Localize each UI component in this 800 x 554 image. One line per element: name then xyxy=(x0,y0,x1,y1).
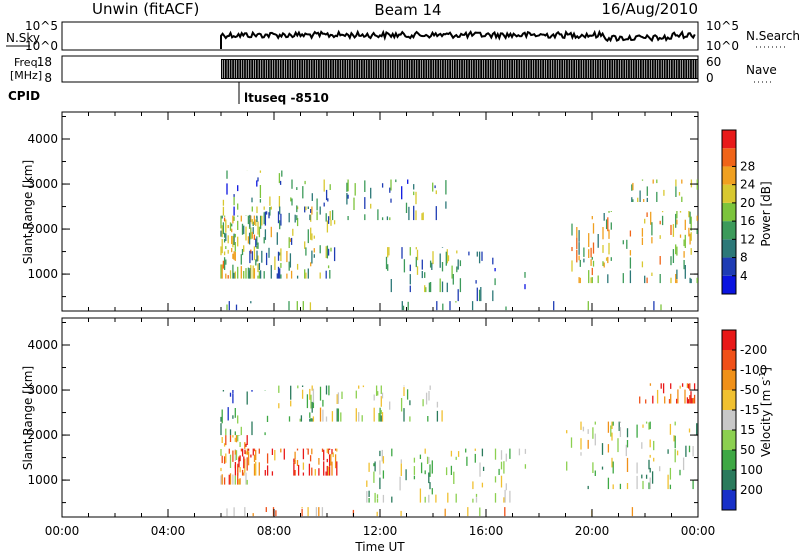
ytick-label: 2000 xyxy=(27,428,58,442)
power-ylabel: Slant Range [km] xyxy=(21,160,35,264)
colorbar-tick-label: -200 xyxy=(740,343,767,357)
xtick-label: 08:00 xyxy=(257,524,292,538)
colorbar-swatch xyxy=(722,430,736,450)
colorbar-tick-label: -15 xyxy=(740,403,760,417)
colorbar-swatch xyxy=(722,202,736,222)
velocity-colorbar-label: Velocity [m s-1] xyxy=(758,367,773,457)
ytick-label: 4000 xyxy=(27,338,58,352)
colorbar-swatch xyxy=(722,130,736,149)
xtick-label: 20:00 xyxy=(575,524,610,538)
power-colorbar-label: Power [dB] xyxy=(759,181,773,246)
xtick-label: 00:00 xyxy=(45,524,80,538)
colorbar-tick-label: 12 xyxy=(740,232,755,246)
time-axis-ticks: 00:00 04:00 08:00 12:00 16:00 20:00 00:00 xyxy=(45,524,716,538)
nsearch-tick-low: 10^0 xyxy=(706,39,739,53)
nsky-panel-frame xyxy=(61,21,699,51)
freq-bars xyxy=(221,59,698,79)
nsky-label: N.Sky xyxy=(6,31,40,45)
xtick-label: 00:00 xyxy=(681,524,716,538)
colorbar-swatch xyxy=(722,450,736,470)
ytick-label: 4000 xyxy=(27,132,58,146)
cpid-label: CPID xyxy=(8,89,40,103)
cpid-value: ltuseq -8510 xyxy=(244,91,329,105)
colorbar-swatch xyxy=(722,330,736,350)
nave-tick-low: 0 xyxy=(706,71,714,85)
power-echoes xyxy=(220,170,698,311)
colorbar-swatch xyxy=(722,257,736,276)
colorbar-tick-label: 15 xyxy=(740,423,755,437)
power-panel-frame xyxy=(61,111,699,312)
colorbar-tick-label: 100 xyxy=(740,463,763,477)
nsearch-tick-high: 10^5 xyxy=(706,19,739,33)
colorbar-swatch xyxy=(722,166,736,185)
velocity-ylabel: Slant Range [km] xyxy=(21,366,35,470)
colorbar-tick-label: 50 xyxy=(740,443,755,457)
colorbar-tick-label: 24 xyxy=(740,178,755,192)
freq-tick-high: 18 xyxy=(37,55,52,69)
velocity-colorbar-label-end: ] xyxy=(759,367,773,372)
header-beam: Beam 14 xyxy=(374,1,441,19)
colorbar-swatch xyxy=(722,148,736,167)
nsky-tick-high: 10^5 xyxy=(25,19,58,33)
colorbar-tick-label: 20 xyxy=(740,196,755,210)
colorbar-tick-label: 28 xyxy=(740,159,755,173)
nsky-tick-low: 10^0 xyxy=(25,39,58,53)
nave-tick-high: 60 xyxy=(706,55,721,69)
freq-bar-fill xyxy=(221,59,698,79)
colorbar-swatch xyxy=(722,239,736,258)
power-axes: 1000 2000 3000 4000 xyxy=(27,112,699,311)
header-station: Unwin (fitACF) xyxy=(92,0,199,18)
colorbar-swatch xyxy=(722,221,736,240)
colorbar-swatch xyxy=(722,275,736,294)
colorbar-tick-label: 200 xyxy=(740,483,763,497)
colorbar-swatch xyxy=(722,470,736,490)
velocity-colorbar: 200 100 50 15 -15 -50 -100 -200 xyxy=(721,329,767,511)
colorbar-tick-label: 8 xyxy=(740,251,748,265)
colorbar-swatch xyxy=(722,490,736,510)
nsky-trace xyxy=(220,29,696,49)
colorbar-tick-label: 16 xyxy=(740,214,755,228)
colorbar-swatch xyxy=(722,184,736,203)
colorbar-tick-label: -100 xyxy=(740,363,767,377)
freq-label: Freq. xyxy=(14,56,41,69)
colorbar-frame xyxy=(721,329,737,511)
velocity-axes: 1000 2000 3000 4000 xyxy=(27,318,699,517)
velocity-echoes xyxy=(220,383,698,517)
colorbar-frame xyxy=(721,129,737,295)
freq-unit-label: [MHz] xyxy=(10,69,42,82)
velocity-colorbar-label-sup: -1 xyxy=(758,372,767,380)
header-date: 16/Aug/2010 xyxy=(601,0,698,18)
ytick-label: 2000 xyxy=(27,222,58,236)
colorbar-swatch xyxy=(722,410,736,430)
nsearch-label: N.Search xyxy=(746,29,800,43)
xtick-label: 16:00 xyxy=(469,524,504,538)
time-axis-label: Time UT xyxy=(354,540,405,554)
power-colorbar: 4 8 12 16 20 24 28 xyxy=(721,129,755,295)
colorbar-tick-label: 4 xyxy=(740,269,748,283)
ytick-label: 1000 xyxy=(27,267,58,281)
ytick-label: 3000 xyxy=(27,383,58,397)
ytick-label: 3000 xyxy=(27,177,58,191)
colorbar-tick-label: -50 xyxy=(740,383,760,397)
freq-tick-low: 8 xyxy=(44,71,52,85)
ytick-label: 1000 xyxy=(27,473,58,487)
xtick-label: 04:00 xyxy=(151,524,186,538)
nave-label: Nave xyxy=(746,63,777,77)
velocity-colorbar-label-main: Velocity [m s xyxy=(759,380,773,457)
colorbar-swatch xyxy=(722,370,736,390)
colorbar-swatch xyxy=(722,350,736,370)
xtick-label: 12:00 xyxy=(363,524,398,538)
colorbar-swatch xyxy=(722,390,736,410)
